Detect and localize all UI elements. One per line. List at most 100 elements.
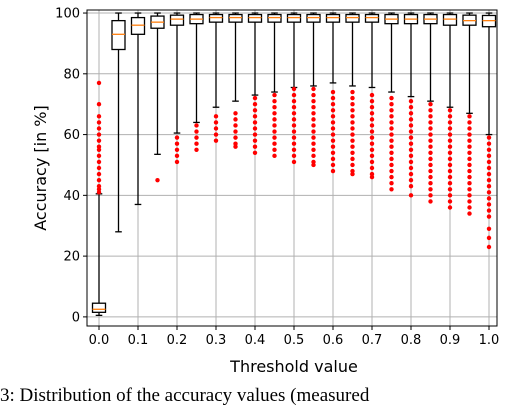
outlier-point	[447, 144, 453, 149]
outlier-point	[467, 126, 472, 131]
outlier-point	[330, 101, 336, 107]
box-0.05	[111, 12, 126, 233]
outlier-point	[213, 120, 219, 125]
box-1.0	[481, 12, 497, 136]
outlier-point	[291, 141, 297, 146]
outlier-point	[96, 147, 102, 152]
outlier-point	[350, 168, 355, 174]
accuracy-boxplot-chart: 0 20 40 60 80 100 0.0 0.1 0.2 0.3 0.4 0.5 0.6 0.7 0.8…	[31, 7, 499, 376]
outlier-point	[272, 147, 277, 152]
outlier-point	[408, 171, 414, 177]
outlier-point	[408, 105, 414, 110]
outlier-point	[194, 135, 199, 140]
outlier-point	[213, 114, 219, 119]
box-0.45	[267, 12, 282, 93]
outlier-point	[330, 95, 336, 101]
outlier-point	[467, 144, 472, 149]
outlier-point	[174, 153, 180, 159]
outlier-point	[408, 184, 414, 189]
outlier-point	[369, 147, 375, 152]
box-0.2	[169, 12, 185, 134]
outlier-point	[408, 141, 414, 146]
box-0.8	[403, 12, 419, 98]
box-0.6	[325, 12, 341, 84]
outlier-point	[369, 159, 375, 165]
iqr-box	[345, 13, 360, 23]
outlier-point	[467, 174, 472, 180]
outlier-point	[389, 95, 394, 101]
outlier-point	[272, 117, 277, 122]
outlier-point	[330, 108, 336, 113]
outlier-point	[369, 92, 375, 98]
y-tick-label: 0	[72, 310, 80, 325]
outlier-point	[428, 126, 433, 131]
outlier-point	[486, 177, 492, 183]
x-axis-ticks: 0.0 0.1 0.2 0.3 0.4 0.5 0.6 0.7 0.8 0.9 1.0	[89, 326, 499, 348]
outlier-point	[467, 162, 472, 168]
outlier-point	[96, 153, 102, 159]
outlier-point	[194, 147, 199, 152]
outlier-point	[291, 135, 297, 140]
outlier-point	[350, 138, 355, 143]
outlier-point	[272, 129, 277, 134]
outlier-point	[447, 132, 453, 137]
outlier-point	[447, 205, 453, 210]
outlier-point	[486, 171, 492, 177]
outlier-point	[467, 138, 472, 143]
outlier-point	[369, 105, 375, 110]
outlier-point	[194, 129, 199, 134]
outlier-point	[486, 235, 492, 241]
outlier-point	[311, 98, 316, 104]
box-0.4	[247, 12, 263, 96]
iqr-box	[325, 13, 341, 23]
outlier-point	[369, 129, 375, 134]
outlier-point	[428, 199, 433, 204]
outlier-point	[350, 162, 355, 168]
outlier-point	[291, 147, 297, 152]
outlier-point	[369, 141, 375, 146]
outlier-point	[428, 144, 433, 149]
outlier-point	[389, 168, 394, 174]
iqr-box	[130, 16, 146, 35]
box-0.5	[286, 12, 302, 89]
outlier-point	[486, 244, 492, 250]
x-tick-label: 0.8	[401, 333, 422, 348]
x-axis-label: Threshold value	[229, 357, 358, 376]
outlier-point	[389, 126, 394, 131]
outlier-point	[408, 135, 414, 140]
outlier-point	[252, 101, 258, 107]
y-tick-label: 100	[55, 7, 80, 22]
outlier-point	[252, 108, 258, 113]
outlier-point	[389, 108, 394, 113]
outlier-point	[272, 111, 277, 116]
outlier-point	[174, 141, 180, 146]
y-tick-label: 40	[63, 189, 80, 204]
outlier-point	[291, 159, 297, 165]
outlier-point	[428, 156, 433, 162]
outlier-point	[350, 132, 355, 137]
x-tick-label: 0.1	[128, 333, 149, 348]
outlier-point	[252, 138, 258, 143]
outlier-point	[272, 153, 277, 159]
outlier-point	[252, 144, 258, 149]
outlier-point	[291, 111, 297, 116]
outlier-point	[96, 190, 102, 195]
outlier-point	[408, 159, 414, 165]
outlier-point	[369, 135, 375, 140]
outlier-point	[252, 95, 258, 101]
outlier-point	[330, 114, 336, 119]
figure-caption: 3: Distribution of the accuracy values (…	[0, 385, 370, 406]
outlier-point	[311, 141, 316, 146]
iqr-box	[267, 13, 282, 23]
x-tick-label: 0.6	[323, 333, 344, 348]
outlier-point	[350, 89, 355, 95]
iqr-box	[91, 302, 107, 313]
outlier-point	[389, 120, 394, 125]
outlier-point	[389, 187, 394, 192]
outlier-point	[467, 156, 472, 162]
outlier-point	[96, 114, 102, 119]
outlier-point	[369, 174, 375, 180]
outlier-point	[428, 150, 433, 156]
outlier-point	[272, 135, 277, 140]
outlier-point	[194, 141, 199, 146]
